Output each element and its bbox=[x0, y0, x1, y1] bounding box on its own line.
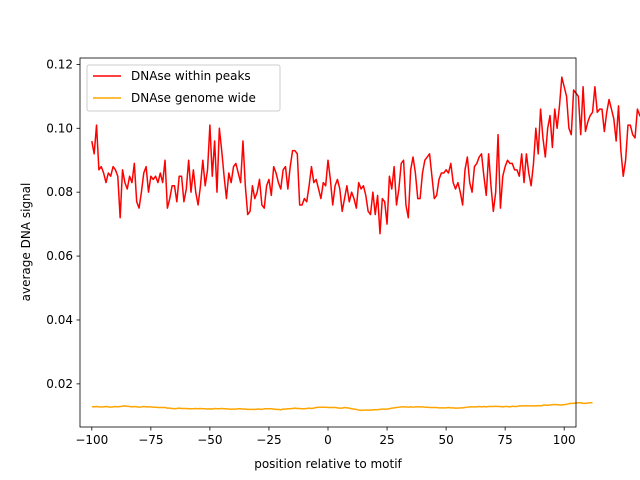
x-tick-label: 25 bbox=[379, 433, 394, 447]
x-tick-label: −50 bbox=[197, 433, 222, 447]
legend-box bbox=[86, 64, 281, 112]
y-axis-label: average DNA signal bbox=[19, 183, 33, 302]
series-line-1 bbox=[91, 401, 593, 412]
series-layer bbox=[91, 76, 640, 412]
x-tick-label: 0 bbox=[324, 433, 332, 447]
x-tick-label: 50 bbox=[438, 433, 453, 447]
series-line-0 bbox=[91, 76, 640, 235]
x-tick-label: 75 bbox=[498, 433, 513, 447]
y-tick-label: 0.04 bbox=[46, 313, 73, 327]
y-tick-label: 0.02 bbox=[46, 377, 73, 391]
x-tick-label: −75 bbox=[138, 433, 163, 447]
y-tick-label: 0.06 bbox=[46, 249, 73, 263]
legend-label-peaks: DNAse within peaks bbox=[131, 69, 251, 83]
legend-label-genome: DNAse genome wide bbox=[131, 91, 256, 105]
y-tick-label: 0.12 bbox=[46, 57, 73, 71]
y-axis: 0.02 0.04 0.06 0.08 0.10 0.12 bbox=[46, 57, 80, 391]
legend: DNAse within peaks DNAse genome wide bbox=[86, 64, 281, 112]
x-axis-label: position relative to motif bbox=[254, 457, 402, 471]
y-tick-label: 0.08 bbox=[46, 185, 73, 199]
x-tick-label: −25 bbox=[256, 433, 281, 447]
y-tick-label: 0.10 bbox=[46, 121, 73, 135]
x-tick-label: −100 bbox=[75, 433, 108, 447]
x-axis: −100 −75 −50 −25 0 25 50 75 100 bbox=[75, 427, 576, 447]
x-tick-label: 100 bbox=[553, 433, 576, 447]
